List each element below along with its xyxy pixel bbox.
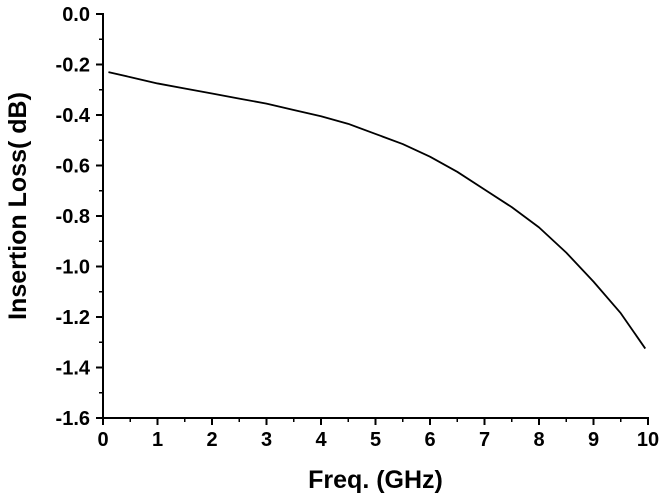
x-tick-label: 8	[533, 429, 544, 451]
y-tick-label: -0.6	[56, 156, 90, 178]
x-tick-label: 0	[97, 429, 108, 451]
x-tick-label: 6	[424, 429, 435, 451]
axis-ticks	[96, 13, 649, 425]
x-tick-label: 7	[479, 429, 490, 451]
x-tick-label: 9	[588, 429, 599, 451]
y-tick-label: 0.0	[62, 4, 90, 26]
y-tick-label: -1.4	[56, 358, 91, 380]
x-tick-label: 5	[370, 429, 381, 451]
y-tick-label: -1.0	[56, 257, 90, 279]
series-layer	[108, 71, 647, 350]
x-axis-title: Freq. (GHz)	[308, 466, 443, 494]
x-tick-label: 1	[152, 429, 163, 451]
y-tick-label: -0.2	[56, 55, 90, 77]
x-tick-label: 2	[206, 429, 217, 451]
tick-labels: 0 1 2 3 4 5 6 7 8 9 10 0.0 -0.2 -0.4 -0.6 -0.8 -1.0 -1.2 -…	[56, 4, 660, 451]
x-tick-label: 10	[637, 429, 659, 451]
x-tick-label: 3	[261, 429, 272, 451]
axes	[102, 13, 649, 419]
series-line	[108, 71, 647, 350]
x-tick-label: 4	[315, 429, 327, 451]
y-tick-label: -0.4	[56, 105, 91, 127]
y-axis-title: Insertion Loss( dB)	[4, 92, 32, 320]
y-tick-label: -1.6	[56, 408, 90, 430]
y-tick-label: -0.8	[56, 206, 90, 228]
y-tick-label: -1.2	[56, 307, 90, 329]
